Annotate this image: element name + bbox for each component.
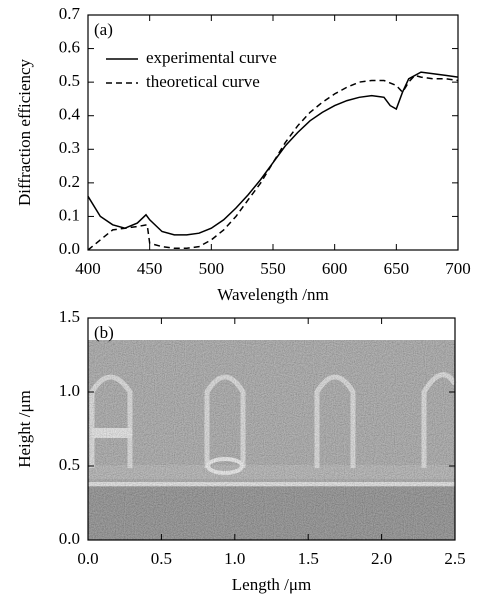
annotation: (b) [94,323,114,342]
y-tick-label: 0.7 [59,4,81,23]
y-tick-label: 0.1 [59,205,80,224]
x-axis-label: Length /μm [232,575,311,594]
x-tick-label: 1.0 [224,549,245,568]
y-axis-label: Height /μm [15,390,34,468]
line-series [87,74,459,251]
y-tick-label: 0.5 [59,455,80,474]
x-axis-label: Wavelength /nm [217,285,328,304]
x-tick-label: 500 [199,259,225,278]
y-tick-label: 0.3 [59,138,80,157]
x-tick-label: 0.5 [151,549,172,568]
y-tick-label: 1.0 [59,381,80,400]
x-tick-label: 0.0 [77,549,98,568]
y-tick-label: 1.5 [59,307,80,326]
x-tick-label: 600 [322,259,348,278]
y-tick-label: 0.2 [59,172,80,191]
legend-label: theoretical curve [146,72,260,91]
x-tick-label: 650 [384,259,410,278]
y-tick-label: 0.0 [59,239,80,258]
annotation: (a) [94,20,113,39]
y-axis-label: Diffraction efficiency [15,58,34,206]
image-grain [88,340,455,540]
legend-label: experimental curve [146,48,277,67]
x-tick-label: 2.0 [371,549,392,568]
x-tick-label: 1.5 [298,549,319,568]
x-tick-label: 700 [445,259,471,278]
y-tick-label: 0.6 [59,37,80,56]
y-tick-label: 0.5 [59,71,80,90]
sem-image [88,340,458,540]
y-tick-label: 0.0 [59,529,80,548]
y-tick-label: 0.4 [59,105,81,124]
line-series [87,71,459,236]
x-tick-label: 550 [260,259,286,278]
x-tick-label: 2.5 [444,549,465,568]
plot-frame [87,317,456,541]
x-tick-label: 400 [75,259,101,278]
x-tick-label: 450 [137,259,163,278]
